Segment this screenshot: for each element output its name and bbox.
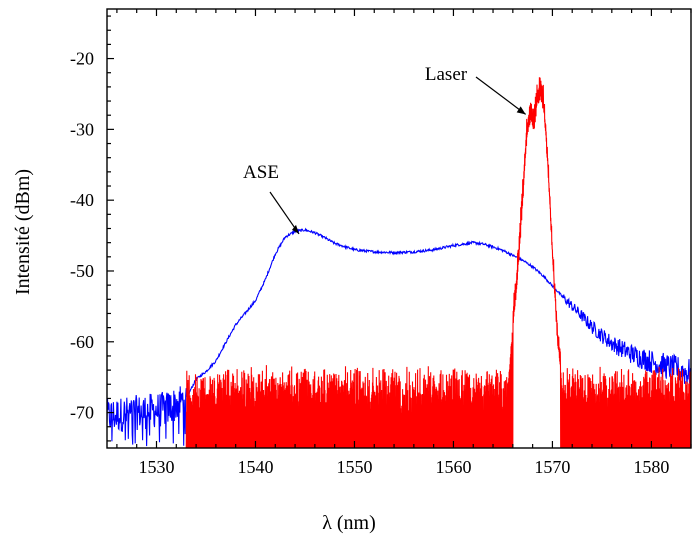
ase-annotation-arrow-line xyxy=(269,191,300,235)
x-tick-label: 1580 xyxy=(633,457,669,477)
ase-annotation-arrowhead xyxy=(291,224,299,234)
x-tick-label: 1550 xyxy=(336,457,372,477)
y-tick-label: -40 xyxy=(70,190,94,210)
plot-area xyxy=(107,77,691,448)
y-tick-label: -70 xyxy=(70,403,94,423)
ase-series-line xyxy=(107,227,691,447)
x-tick-label: 1570 xyxy=(534,457,570,477)
y-tick-label: -20 xyxy=(70,49,94,69)
laser-annotation-arrowhead xyxy=(516,106,526,115)
x-tick-label: 1540 xyxy=(237,457,273,477)
x-tick-label: 1530 xyxy=(138,457,174,477)
laser-series-line xyxy=(185,77,691,448)
axes: 1530 1540 1550 1560 1570 1580 -20 -30 -40 -50 -60 -… xyxy=(70,8,692,477)
ase-annotation-label: ASE xyxy=(243,162,279,183)
laser-annotation-label: Laser xyxy=(425,64,468,85)
y-tick-label: -50 xyxy=(70,261,94,281)
y-axis-title: Intensité (dBm) xyxy=(12,169,34,295)
x-tick-label: 1560 xyxy=(435,457,471,477)
y-tick-label: -30 xyxy=(70,119,94,139)
x-axis-title: λ (nm) xyxy=(322,512,376,534)
y-tick-label: -60 xyxy=(70,332,94,352)
annotations: ASE Laser xyxy=(243,64,527,235)
laser-annotation-arrow-line xyxy=(475,76,527,115)
